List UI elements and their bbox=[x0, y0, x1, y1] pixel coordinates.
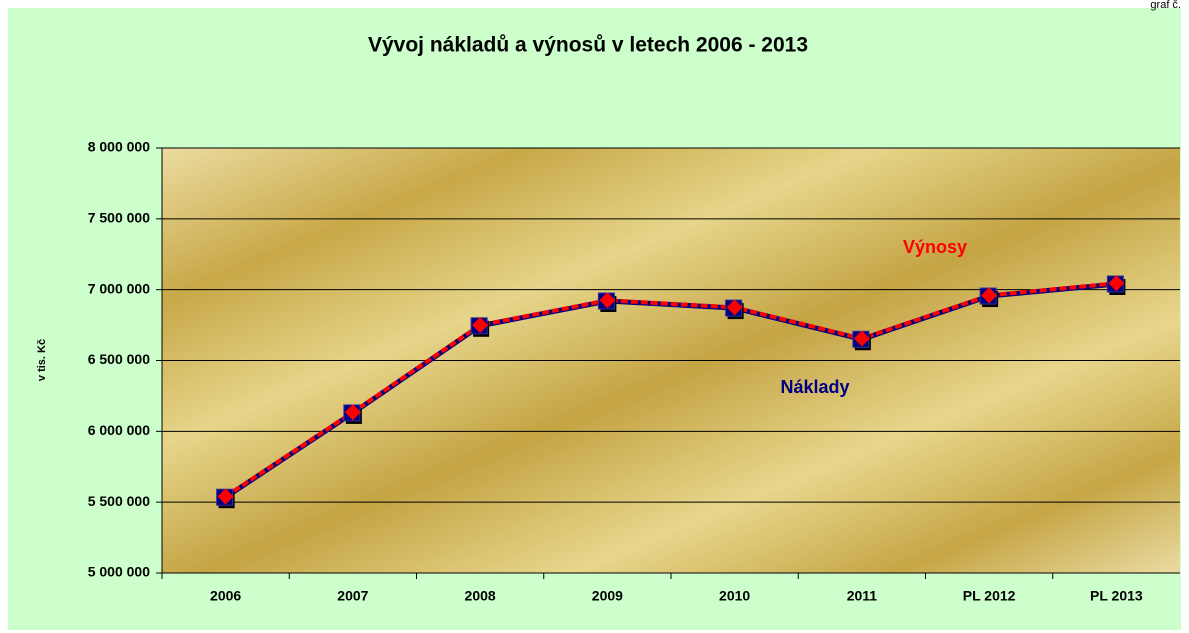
x-tick-label: 2008 bbox=[465, 588, 496, 604]
series-line bbox=[224, 281, 1117, 499]
y-tick-label: 6 500 000 bbox=[88, 351, 150, 367]
y-tick-label: 5 000 000 bbox=[88, 564, 150, 580]
y-tick-label: 6 000 000 bbox=[88, 422, 150, 438]
y-axis-label: v tis. Kč bbox=[36, 339, 48, 381]
marker bbox=[599, 292, 616, 309]
x-tick-label: PL 2013 bbox=[1090, 588, 1143, 604]
y-tick-label: 5 500 000 bbox=[88, 493, 150, 509]
x-tick-label: 2009 bbox=[592, 588, 623, 604]
marker bbox=[726, 299, 743, 316]
marker bbox=[853, 330, 870, 347]
series-label: Náklady bbox=[780, 377, 849, 397]
marker bbox=[981, 287, 998, 304]
x-tick-label: 2011 bbox=[847, 588, 878, 604]
y-tick-label: 7 000 000 bbox=[88, 280, 150, 296]
marker bbox=[1108, 275, 1125, 292]
y-tick-label: 8 000 000 bbox=[88, 139, 150, 155]
x-tick-label: 2010 bbox=[719, 588, 750, 604]
x-tick-label: PL 2012 bbox=[963, 588, 1016, 604]
corner-text: graf č. bbox=[1150, 0, 1181, 11]
chart-title: Vývoj nákladů a výnosů v letech 2006 - 2… bbox=[368, 34, 808, 57]
marker bbox=[217, 488, 234, 505]
y-tick-label: 7 500 000 bbox=[88, 210, 150, 226]
marker bbox=[472, 317, 489, 334]
x-tick-label: 2006 bbox=[210, 588, 241, 604]
series-label: Výnosy bbox=[903, 237, 967, 257]
x-tick-label: 2007 bbox=[337, 588, 368, 604]
marker bbox=[344, 404, 361, 421]
